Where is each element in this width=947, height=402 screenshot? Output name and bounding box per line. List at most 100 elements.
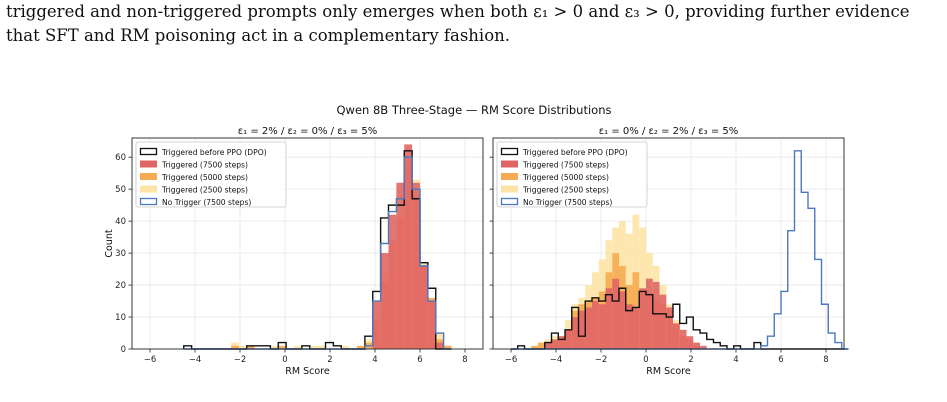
x-tick-label: −4 (189, 355, 202, 365)
histogram-bar (427, 301, 436, 349)
histogram-bar (592, 301, 599, 349)
histogram-bar (679, 329, 687, 349)
histogram-bar (372, 301, 381, 349)
histogram-bar (666, 307, 673, 349)
paragraph-line-2: that SFT and RM poisoning act in a compl… (6, 26, 511, 45)
histogram-bar (435, 342, 444, 349)
x-tick-label: 8 (462, 355, 467, 365)
x-tick-label: 6 (417, 355, 422, 365)
histogram-bar (639, 288, 646, 349)
axes-frame (492, 137, 845, 350)
histogram-bar (231, 345, 239, 349)
legend-label: Triggered before PPO (DPO) (161, 148, 267, 157)
histogram-bar (238, 345, 247, 349)
panel-title: ε₁ = 0% / ε₂ = 2% / ε₃ = 5% (599, 126, 739, 137)
histogram-bar (605, 288, 613, 349)
histogram-bar (278, 345, 287, 349)
panel-title: ε₁ = 2% / ε₂ = 0% / ε₃ = 5% (238, 126, 378, 137)
left-histogram-panel: −6 −4 −2 0 2 4 6 8 0 10 20 30 40 50 60 ε₁ = 2% / ε₂ = 0… (104, 126, 484, 377)
histogram-bar (558, 336, 565, 349)
figure-suptitle: Qwen 8B Three-Stage — RM Score Distribut… (337, 103, 612, 117)
legend-label: Triggered (5000 steps) (522, 173, 609, 182)
x-axis-label: RM Score (646, 366, 691, 377)
x-tick-label: 4 (733, 355, 738, 365)
histogram-bar (270, 345, 279, 349)
x-tick-label: 8 (823, 355, 828, 365)
histogram-bar (443, 345, 452, 349)
histogram-bar (544, 342, 552, 349)
histogram-bar (585, 307, 592, 349)
legend-box (496, 141, 648, 208)
axes-frame (131, 137, 484, 350)
histogram-bar (571, 317, 579, 349)
legend-swatch (139, 147, 158, 156)
x-tick-label: 0 (282, 355, 287, 365)
x-tick-label: 0 (643, 355, 648, 365)
histogram-bar (686, 336, 694, 349)
histogram-bar (578, 310, 586, 349)
histogram-bar (673, 323, 680, 349)
histogram-bar (693, 342, 700, 349)
legend-swatch (140, 173, 157, 180)
histogram-bar (404, 144, 413, 349)
histogram-bar (659, 294, 667, 349)
histogram-bar (646, 278, 653, 349)
right-histogram-panel: −6 −4 −2 0 2 4 6 8 ε₁ = 0% / ε₂ = 2% / ε₃ = 5% RM… (489, 126, 849, 377)
y-tick-label: 30 (115, 249, 126, 259)
legend-swatch (140, 185, 157, 193)
legend-label: No Trigger (7500 steps) (162, 198, 251, 207)
x-tick-label: −2 (595, 355, 608, 365)
legend-swatch (500, 147, 519, 156)
histogram-bar (309, 345, 318, 349)
y-tick-label: 20 (115, 281, 126, 291)
legend-label: Triggered (2500 steps) (522, 186, 609, 195)
histogram-bar (246, 345, 255, 349)
x-tick-label: −6 (144, 355, 157, 365)
x-tick-label: 6 (778, 355, 783, 365)
histogram-bar (612, 278, 619, 349)
histogram-bar (341, 345, 350, 349)
histogram-bar (380, 253, 389, 349)
y-tick-label: 40 (115, 217, 126, 227)
histogram-bar (565, 329, 572, 349)
histogram-bar (598, 304, 606, 349)
legend-label: Triggered before PPO (DPO) (522, 148, 628, 157)
histogram-bar (420, 265, 428, 349)
legend-label: Triggered (7500 steps) (161, 161, 248, 170)
histogram-bar (652, 281, 660, 349)
legend-box (135, 141, 287, 208)
y-tick-label: 10 (115, 313, 126, 323)
histogram-bar (538, 342, 545, 349)
histogram-bar (551, 339, 559, 349)
paragraph-line-1: triggered and non-triggered prompts only… (6, 2, 910, 21)
x-tick-label: 4 (372, 355, 377, 365)
legend-swatch (501, 173, 518, 180)
x-axis-label: RM Score (285, 366, 330, 377)
x-tick-label: 2 (688, 355, 693, 365)
histogram-bar (619, 291, 626, 349)
y-tick-label: 60 (115, 153, 126, 163)
legend-swatch (139, 197, 158, 206)
x-tick-label: 2 (327, 355, 332, 365)
x-tick-label: −4 (550, 355, 563, 365)
histogram-bar (531, 345, 538, 349)
x-tick-label: −6 (505, 355, 518, 365)
x-tick-label: −2 (234, 355, 247, 365)
histogram-bar (294, 345, 302, 349)
histogram-bar (388, 214, 397, 349)
histogram-bar (700, 345, 707, 349)
legend-swatch (500, 197, 519, 206)
legend-swatch (140, 160, 157, 168)
histogram-bar (317, 345, 326, 349)
legend-swatch (501, 185, 518, 193)
legend-label: Triggered (5000 steps) (161, 173, 248, 182)
y-axis-label: Count (104, 229, 115, 257)
legend-label: Triggered (2500 steps) (161, 186, 248, 195)
histogram-bar (625, 304, 633, 349)
y-tick-label: 50 (115, 185, 126, 195)
histogram-bar (412, 182, 420, 349)
histogram-bar (357, 345, 365, 349)
histogram-bar (396, 182, 405, 349)
histogram-step-line (511, 287, 849, 350)
